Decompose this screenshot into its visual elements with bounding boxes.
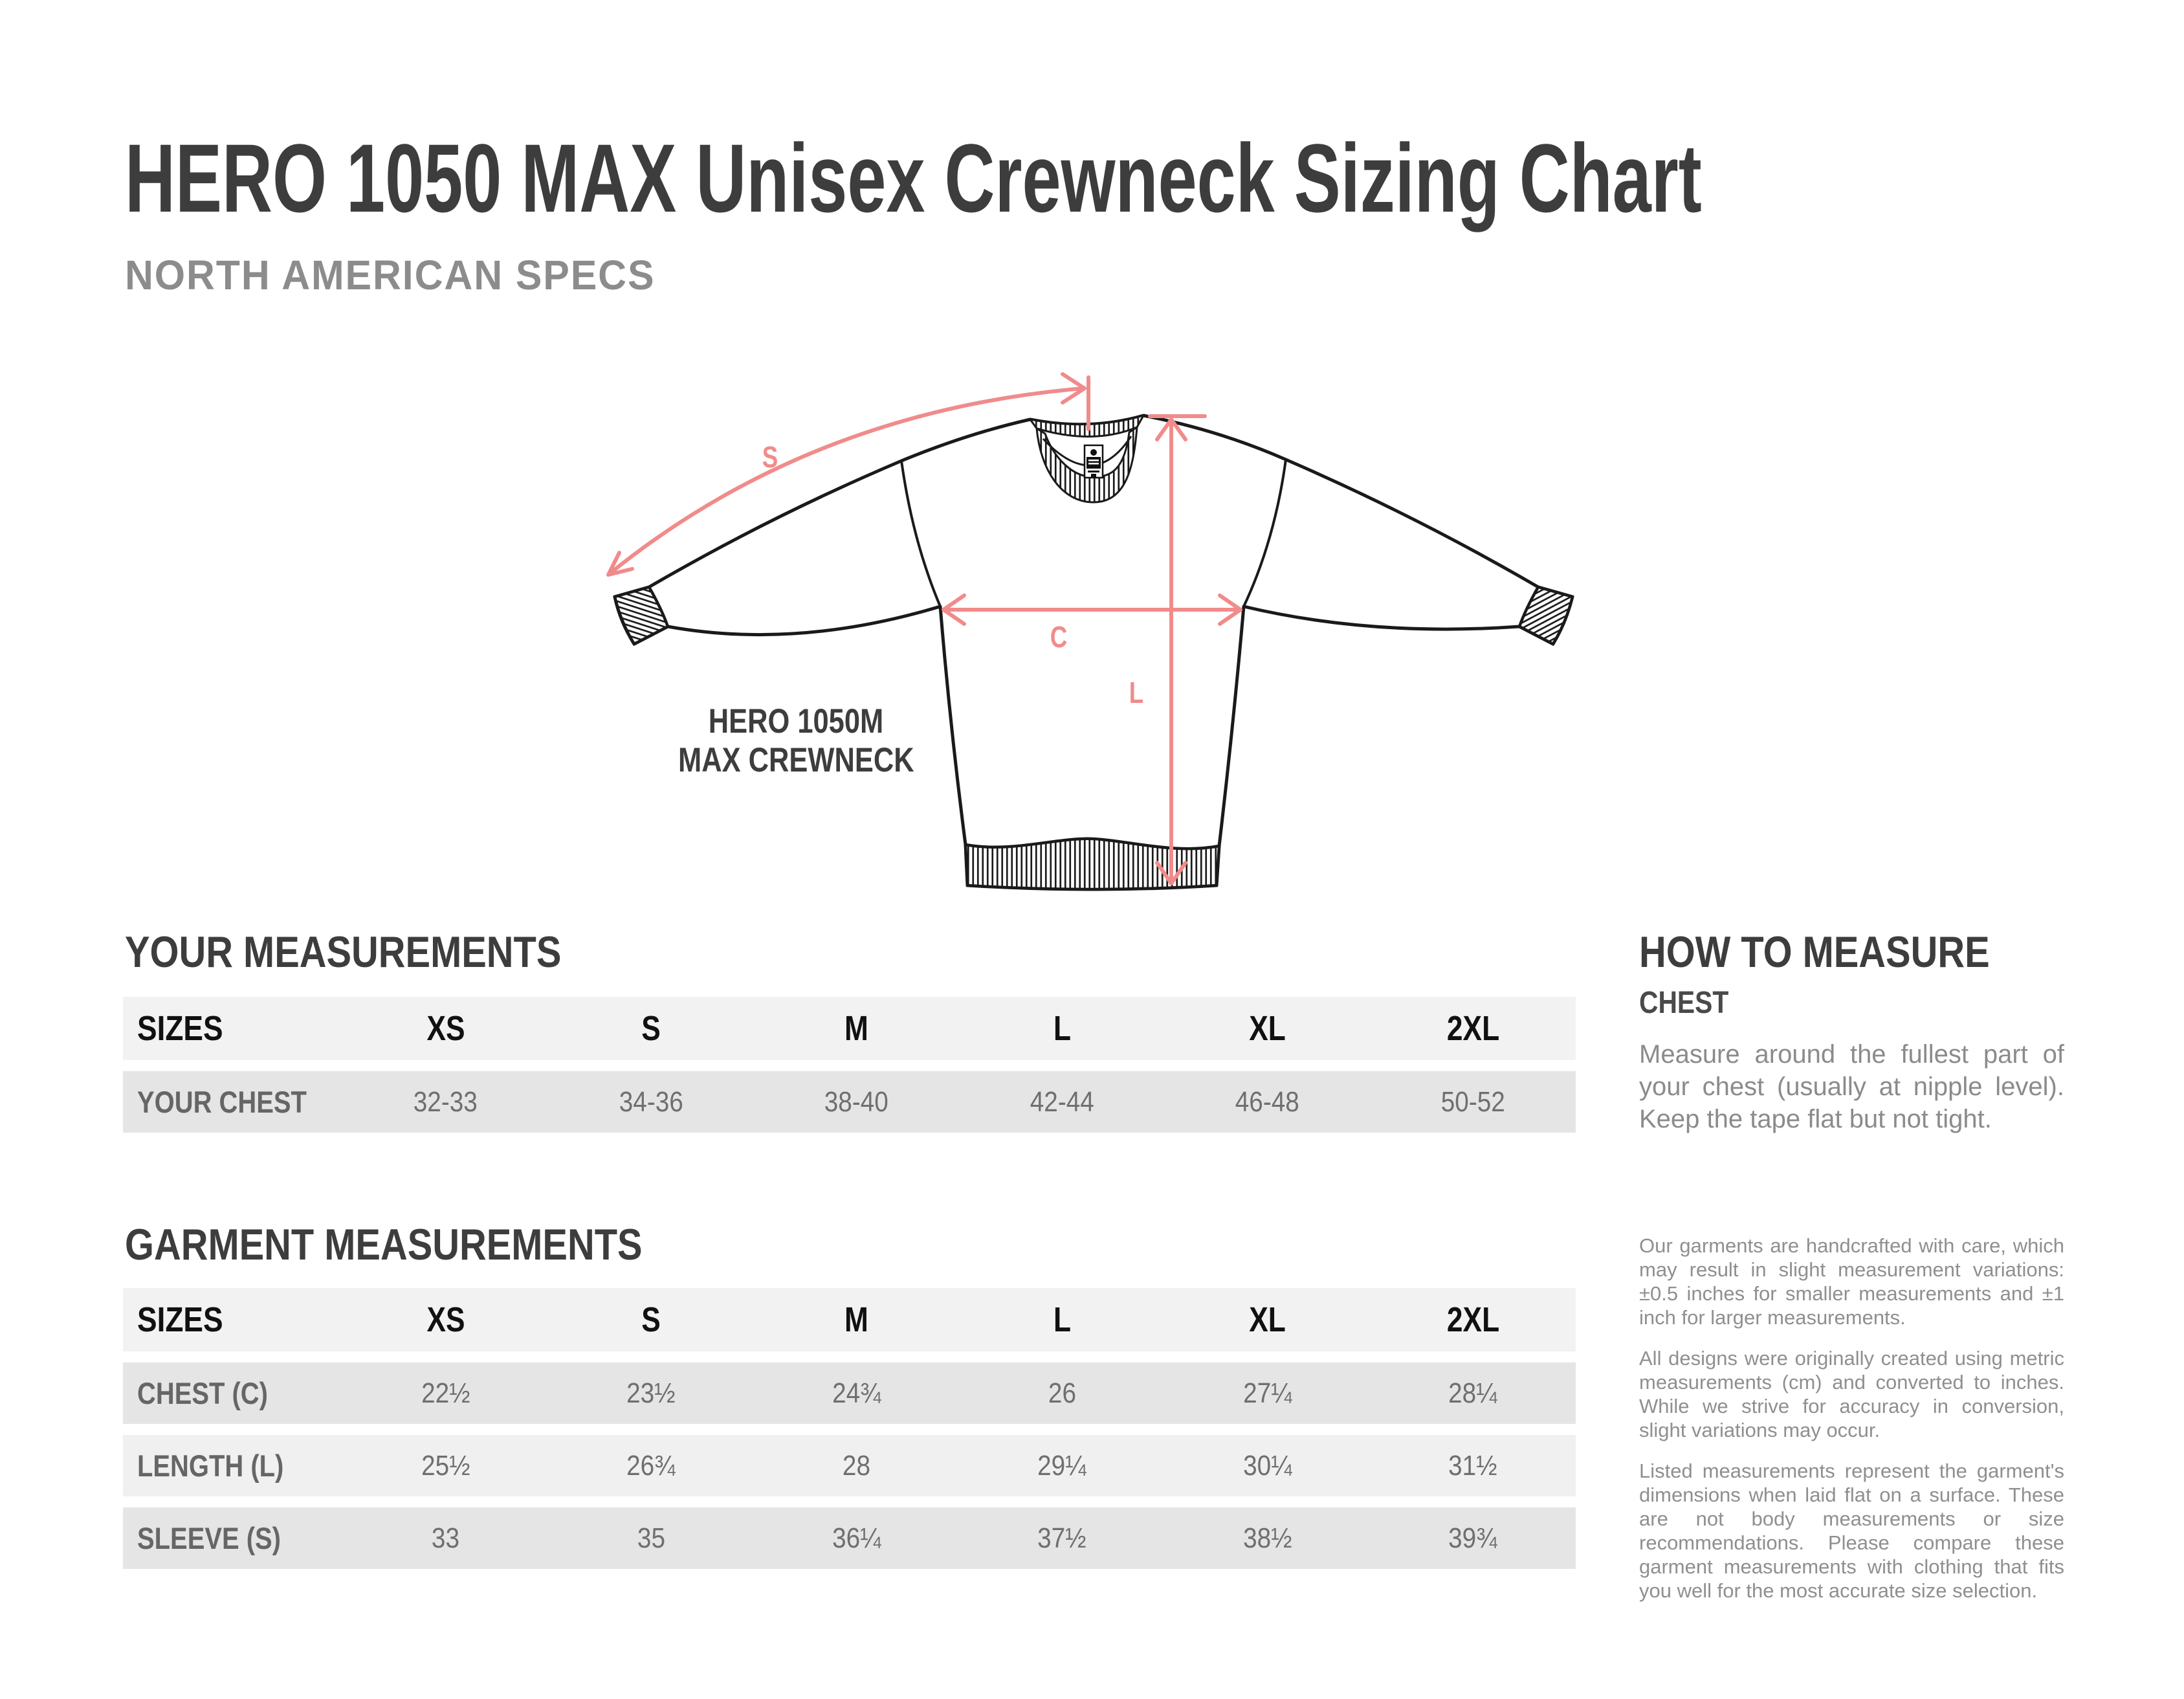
column-header-xl: XL bbox=[1249, 1009, 1286, 1048]
column-header-2xl: 2XL bbox=[1446, 1300, 1499, 1339]
column-header-l: L bbox=[1053, 1009, 1071, 1048]
cell-value: 42-44 bbox=[1030, 1085, 1094, 1118]
column-header-s: S bbox=[641, 1009, 661, 1048]
table-row-length: LENGTH (L) 25½ 26¾ 28 29¼ 30¼ 31½ bbox=[123, 1435, 1576, 1496]
column-header-sizes: SIZES bbox=[137, 1009, 223, 1048]
note-flat-measurements: Listed measurements represent the garmen… bbox=[1639, 1460, 2064, 1602]
garment-measurements-heading: GARMENT MEASUREMENTS bbox=[125, 1220, 643, 1269]
cell-value: 46-48 bbox=[1235, 1085, 1300, 1118]
row-label: YOUR CHEST bbox=[137, 1085, 307, 1119]
your-measurements-header-row: SIZES XS S M L XL 2XL bbox=[123, 997, 1576, 1060]
cell-value: 37½ bbox=[1037, 1522, 1086, 1554]
cell-value: 23½ bbox=[626, 1377, 676, 1409]
row-label: CHEST (C) bbox=[137, 1376, 268, 1410]
cell-value: 28¼ bbox=[1448, 1377, 1497, 1409]
row-label: SLEEVE (S) bbox=[137, 1521, 281, 1555]
cell-value: 38½ bbox=[1243, 1522, 1292, 1554]
left-cuff-ribbing bbox=[613, 585, 670, 646]
diagram-caption-line1: HERO 1050M bbox=[708, 702, 884, 740]
cell-value: 50-52 bbox=[1440, 1085, 1505, 1118]
cell-value: 35 bbox=[637, 1522, 665, 1554]
column-header-s: S bbox=[641, 1300, 661, 1339]
cell-value: 26¾ bbox=[626, 1449, 676, 1482]
table-row-sleeve: SLEEVE (S) 33 35 36¼ 37½ 38½ 39¾ bbox=[123, 1507, 1576, 1569]
cell-value: 26 bbox=[1048, 1377, 1076, 1409]
garment-measurements-table: SIZES XS S M L XL 2XL CHEST (C) 22½ 23½ … bbox=[123, 1288, 1576, 1569]
how-to-measure-heading: HOW TO MEASURE bbox=[1639, 927, 1990, 977]
page-subtitle: NORTH AMERICAN SPECS bbox=[125, 254, 683, 296]
column-header-2xl: 2XL bbox=[1446, 1009, 1499, 1048]
table-row-your-chest: YOUR CHEST 32-33 34-36 38-40 42-44 46-48… bbox=[123, 1071, 1576, 1133]
cell-value: 38-40 bbox=[824, 1085, 889, 1118]
note-metric-conversion: All designs were originally created usin… bbox=[1639, 1347, 2064, 1441]
your-measurements-table: SIZES XS S M L XL 2XL YOUR CHEST 32-33 3… bbox=[123, 997, 1576, 1133]
length-marker-label: L bbox=[1129, 676, 1143, 709]
hem-ribbing bbox=[964, 837, 1221, 891]
cell-value: 33 bbox=[432, 1522, 460, 1554]
column-header-xs: XS bbox=[426, 1300, 465, 1339]
cell-value: 36¼ bbox=[832, 1522, 881, 1554]
collar-front-ribbing bbox=[1035, 425, 1138, 504]
column-header-sizes: SIZES bbox=[137, 1300, 223, 1339]
page-subtitle-text: NORTH AMERICAN SPECS bbox=[125, 252, 656, 298]
raglan-seam-lines bbox=[900, 459, 1287, 607]
right-cuff-ribbing bbox=[1517, 585, 1574, 646]
diagram-caption: HERO 1050M MAX CREWNECK bbox=[634, 702, 958, 780]
cell-value: 32-33 bbox=[414, 1085, 478, 1118]
chest-marker-label: C bbox=[1050, 620, 1068, 654]
diagram-caption-line2: MAX CREWNECK bbox=[678, 741, 914, 779]
cell-value: 29¼ bbox=[1037, 1449, 1086, 1482]
note-handcrafted: Our garments are handcrafted with care, … bbox=[1639, 1234, 2064, 1329]
cell-value: 27¼ bbox=[1243, 1377, 1292, 1409]
your-measurements-heading: YOUR MEASUREMENTS bbox=[125, 927, 562, 977]
chest-measure-arrow bbox=[942, 594, 1242, 626]
column-header-m: M bbox=[844, 1009, 869, 1048]
page-title-text: HERO 1050 MAX Unisex Crewneck Sizing Cha… bbox=[125, 124, 1702, 232]
page-title: HERO 1050 MAX Unisex Crewneck Sizing Cha… bbox=[125, 129, 2184, 227]
column-header-m: M bbox=[844, 1300, 869, 1339]
column-header-l: L bbox=[1053, 1300, 1071, 1339]
how-to-measure-body: Measure around the fullest part of your … bbox=[1639, 1040, 2064, 1133]
cell-value: 31½ bbox=[1448, 1449, 1497, 1482]
cell-value: 28 bbox=[843, 1449, 871, 1482]
cell-value: 34-36 bbox=[619, 1085, 683, 1118]
garment-measurements-header-row: SIZES XS S M L XL 2XL bbox=[123, 1288, 1576, 1351]
sleeve-marker-label: S bbox=[762, 440, 778, 474]
crewneck-diagram: S C L bbox=[606, 372, 1574, 891]
neck-tag bbox=[1083, 444, 1104, 479]
cell-value: 22½ bbox=[421, 1377, 470, 1409]
column-header-xs: XS bbox=[426, 1009, 465, 1048]
how-to-measure-chest-subheading: CHEST bbox=[1639, 986, 1729, 1020]
length-measure-arrow bbox=[1155, 417, 1187, 885]
sleeve-measure-arrow bbox=[606, 372, 1086, 577]
row-label: LENGTH (L) bbox=[137, 1449, 284, 1483]
cell-value: 39¾ bbox=[1448, 1522, 1497, 1554]
cell-value: 24¾ bbox=[832, 1377, 881, 1409]
table-row-chest: CHEST (C) 22½ 23½ 24¾ 26 27¼ 28¼ bbox=[123, 1362, 1576, 1424]
measurement-notes: Our garments are handcrafted with care, … bbox=[1639, 1234, 2064, 1619]
cell-value: 25½ bbox=[421, 1449, 470, 1482]
column-header-xl: XL bbox=[1249, 1300, 1286, 1339]
cell-value: 30¼ bbox=[1243, 1449, 1292, 1482]
